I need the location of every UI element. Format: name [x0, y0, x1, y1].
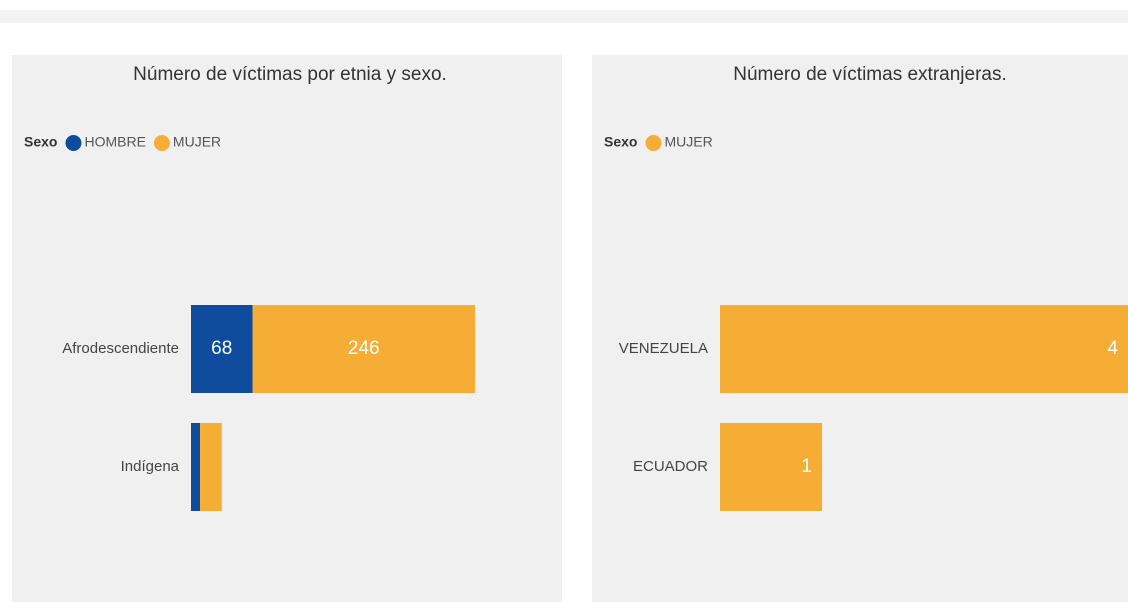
legend-marker	[65, 135, 82, 151]
legend-label: HOMBRE	[84, 134, 145, 150]
legend-label: MUJER	[173, 134, 221, 150]
legend-label: MUJER	[664, 134, 712, 150]
legend-marker	[645, 135, 662, 151]
bar-segment	[720, 423, 822, 511]
category-label: Indígena	[121, 458, 180, 475]
data-label: 246	[348, 338, 380, 359]
bar-segment	[720, 305, 1128, 393]
legend-title: Sexo	[24, 134, 57, 150]
bar-segment	[191, 305, 253, 393]
category-label: VENEZUELA	[619, 340, 708, 357]
data-label: 68	[211, 338, 232, 359]
top-strip	[0, 10, 1128, 23]
bar-segment	[252, 305, 475, 393]
legend-marker	[153, 135, 170, 151]
bar-segment	[191, 423, 201, 511]
chart-title: Número de víctimas por etnia y sexo.	[133, 64, 447, 85]
bar-segment	[200, 423, 222, 511]
data-label: 1	[801, 456, 812, 477]
category-label: Afrodescendiente	[62, 340, 179, 357]
data-label: 4	[1107, 338, 1118, 359]
legend-title: Sexo	[604, 134, 637, 150]
category-label: ECUADOR	[633, 458, 708, 475]
chart-title: Número de víctimas extranjeras.	[733, 64, 1007, 85]
